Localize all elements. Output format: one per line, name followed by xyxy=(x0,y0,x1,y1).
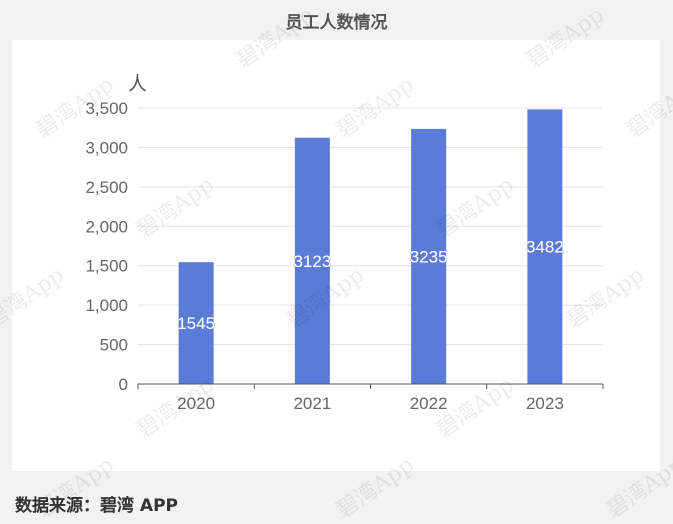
y-tick-label: 3,500 xyxy=(85,99,128,118)
bars xyxy=(178,109,563,384)
data-label: 3235 xyxy=(410,247,448,266)
y-tick-label: 500 xyxy=(100,336,128,355)
x-tick-label: 2023 xyxy=(526,394,564,413)
x-tick-label: 2021 xyxy=(293,394,331,413)
x-tick-label: 2022 xyxy=(410,394,448,413)
y-tick-label: 3,000 xyxy=(85,138,128,157)
y-tick-label: 2,500 xyxy=(85,178,128,197)
source-note: 数据来源：碧湾 APP xyxy=(15,496,178,516)
y-tick-label: 1,500 xyxy=(85,257,128,276)
y-tick-label: 2,000 xyxy=(85,217,128,236)
chart-title: 员工人数情况 xyxy=(285,13,388,33)
x-tick-label: 2020 xyxy=(177,394,215,413)
data-label: 3482 xyxy=(526,238,564,257)
y-axis-unit: 人 xyxy=(128,73,147,95)
bar-2020 xyxy=(178,262,214,384)
y-axis-ticks: 0 500 1,000 1,500 2,000 2,500 3,000 3,500 xyxy=(85,99,128,394)
y-tick-label: 0 xyxy=(119,375,128,394)
data-label: 1545 xyxy=(177,314,215,333)
bar-2021 xyxy=(294,137,330,384)
y-tick-label: 1,000 xyxy=(85,296,128,315)
data-label: 3123 xyxy=(293,252,331,271)
bar-2022 xyxy=(411,128,447,384)
gridlines xyxy=(138,107,603,346)
x-axis-ticks: 2020 2021 2022 2023 xyxy=(137,384,604,413)
data-labels: 1545 3123 3235 3482 xyxy=(177,237,564,333)
bar-2023 xyxy=(527,109,563,384)
